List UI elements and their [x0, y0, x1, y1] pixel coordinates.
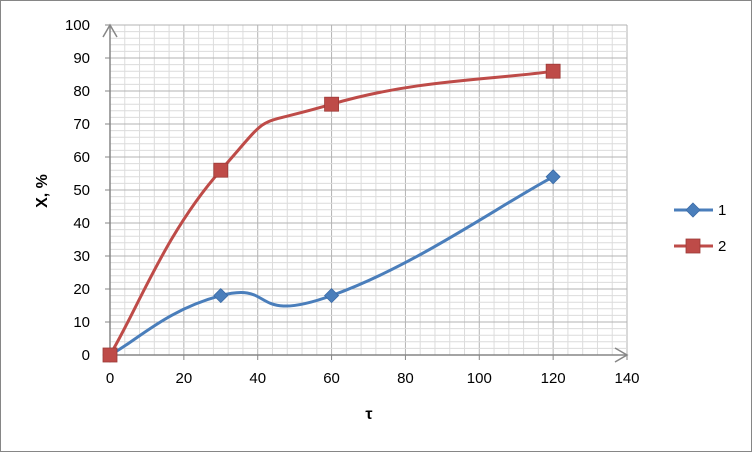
legend: 12 — [674, 202, 726, 255]
x-tick-label: 100 — [467, 370, 492, 387]
y-tick-label: 90 — [73, 50, 90, 67]
tick-labels: 0 20 40 60 80 100 120 140 0 10 20 30 40 50 60 70 80 90 100 — [65, 17, 640, 387]
legend-item-2: 2 — [674, 238, 726, 255]
x-tick-label: 0 — [106, 370, 114, 387]
y-tick-label: 30 — [73, 248, 90, 265]
y-tick-label: 0 — [82, 347, 90, 364]
y-tick-label: 80 — [73, 83, 90, 100]
series-2-point — [324, 96, 339, 112]
x-tick-label: 120 — [541, 370, 566, 387]
series-2-point — [545, 63, 561, 79]
series-group — [108, 69, 554, 357]
series-1-point — [324, 288, 340, 304]
y-tick-label: 20 — [73, 281, 90, 298]
axes — [102, 23, 629, 363]
legend-label-2: 2 — [718, 238, 726, 255]
x-tick-label: 40 — [249, 370, 266, 387]
series-2-point — [213, 162, 229, 178]
y-axis-title: X, % — [34, 174, 51, 208]
series-2-line — [108, 69, 554, 356]
x-tick-label: 140 — [614, 370, 639, 387]
y-tick-label: 100 — [65, 17, 90, 34]
legend-item-1: 1 — [674, 202, 726, 219]
marker-group — [102, 63, 561, 363]
grid — [110, 24, 628, 355]
y-tick-label: 10 — [73, 314, 90, 331]
series-2-point — [102, 347, 118, 363]
y-tick-label: 40 — [73, 215, 90, 232]
x-tick-label: 20 — [176, 370, 193, 387]
legend-label-1: 1 — [718, 202, 726, 219]
y-tick-label: 60 — [73, 149, 90, 166]
y-tick-label: 50 — [73, 182, 90, 199]
legend-marker-2 — [685, 238, 701, 254]
x-tick-label: 80 — [397, 370, 414, 387]
series-1-line — [109, 175, 554, 357]
x-tick-label: 60 — [323, 370, 340, 387]
y-tick-label: 70 — [73, 116, 90, 133]
series-1-point — [545, 169, 561, 185]
series-1-point — [213, 288, 229, 304]
x-axis-title: τ — [365, 406, 372, 423]
legend-marker-1 — [685, 202, 701, 218]
